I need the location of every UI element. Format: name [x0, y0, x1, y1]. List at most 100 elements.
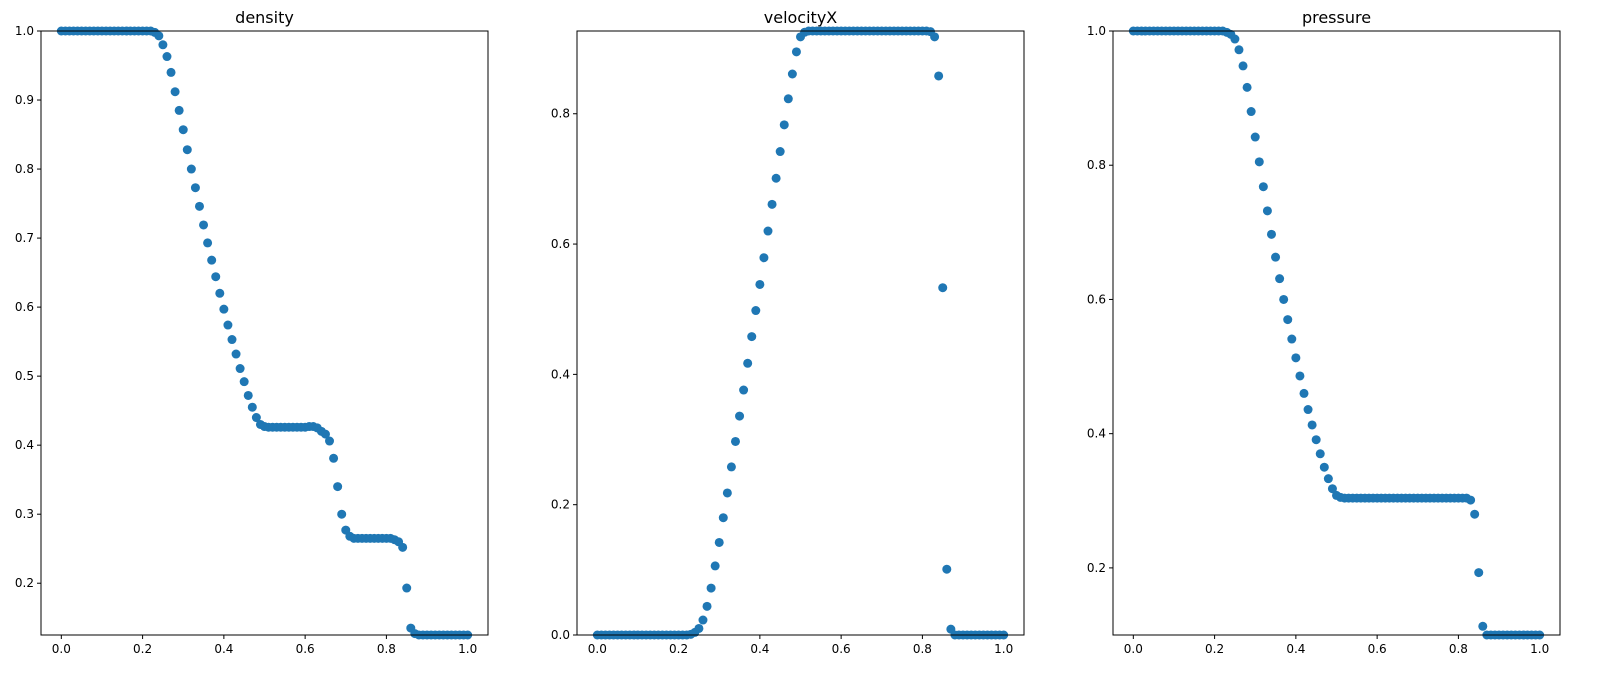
point	[243, 390, 253, 400]
point	[775, 147, 785, 157]
point	[154, 31, 164, 41]
point	[207, 255, 217, 265]
point	[227, 335, 237, 345]
y-tick-label: 0.6	[1087, 292, 1106, 306]
point	[215, 288, 225, 298]
y-tick-label: 0.8	[15, 162, 34, 176]
subplot: pressure 0.0 0.2 0.4 0.6 0.8 1.0 0.2 0.4 0.6 0.8 1.…	[1087, 8, 1561, 656]
point	[170, 87, 180, 97]
point	[325, 436, 335, 446]
point	[1275, 274, 1285, 284]
point	[158, 40, 168, 50]
y-tick-label: 0.6	[551, 237, 570, 251]
x-tick-label: 0.2	[133, 642, 152, 656]
y-tick-label: 0.8	[551, 107, 570, 121]
point	[247, 402, 257, 412]
point	[1470, 509, 1480, 519]
point	[402, 583, 412, 593]
point	[1279, 294, 1289, 304]
point	[211, 272, 221, 282]
point	[1319, 462, 1329, 472]
point	[1466, 495, 1476, 505]
point	[398, 542, 408, 552]
point	[1315, 449, 1325, 459]
point	[1474, 568, 1484, 578]
y-tick-label: 0.2	[551, 498, 570, 512]
subplot: velocityX 0.0 0.2 0.4 0.6 0.8 1.0 0.0 0.2 0.4 0.6 0…	[551, 8, 1025, 656]
point	[698, 615, 708, 625]
point	[199, 220, 209, 230]
x-tick-label: 0.4	[1286, 642, 1305, 656]
point	[162, 52, 172, 62]
y-tick-label: 0.3	[15, 507, 34, 521]
point	[1287, 334, 1297, 344]
axes-frame	[40, 30, 489, 636]
point	[1478, 621, 1488, 631]
point	[182, 145, 192, 155]
point	[1311, 435, 1321, 445]
point	[1258, 182, 1268, 192]
point	[320, 429, 330, 439]
point	[783, 94, 793, 104]
point	[743, 358, 753, 368]
point	[702, 601, 712, 611]
point	[190, 183, 200, 193]
point	[1250, 132, 1260, 142]
chart-title: pressure	[1302, 8, 1371, 27]
x-tick-label: 0.6	[296, 642, 315, 656]
x-tick-label: 0.8	[913, 642, 932, 656]
axes-frame	[576, 30, 1025, 636]
y-tick-label: 0.4	[15, 438, 34, 452]
point	[1234, 45, 1244, 55]
point	[694, 623, 704, 633]
point	[1299, 388, 1309, 398]
x-tick-label: 1.0	[994, 642, 1013, 656]
y-tick-label: 0.7	[15, 231, 34, 245]
x-tick-label: 0.2	[1205, 642, 1224, 656]
y-tick-label: 0.4	[551, 367, 570, 381]
point	[1246, 107, 1256, 117]
point	[747, 332, 757, 342]
point	[337, 509, 347, 519]
point	[718, 513, 728, 523]
point	[1242, 82, 1252, 92]
x-tick-label: 0.0	[588, 642, 607, 656]
point	[1295, 371, 1305, 381]
x-tick-label: 1.0	[1530, 642, 1549, 656]
point	[1266, 229, 1276, 239]
point	[1262, 206, 1272, 216]
point	[763, 226, 773, 236]
point	[1303, 405, 1313, 415]
point	[730, 436, 740, 446]
y-tick-label: 0.5	[15, 369, 34, 383]
point	[223, 320, 233, 330]
point	[735, 411, 745, 421]
point	[710, 561, 720, 571]
point	[186, 164, 196, 174]
x-tick-label: 0.0	[1124, 642, 1143, 656]
point	[174, 105, 184, 115]
x-tick-label: 0.6	[832, 642, 851, 656]
point	[194, 201, 204, 211]
point	[706, 583, 716, 593]
point	[178, 125, 188, 135]
point	[329, 453, 339, 463]
point	[203, 238, 213, 248]
y-tick-label: 0.2	[15, 576, 34, 590]
chart-title: velocityX	[764, 8, 838, 27]
axes-frame	[1112, 30, 1561, 636]
point	[235, 364, 245, 374]
x-tick-label: 0.0	[52, 642, 71, 656]
point	[251, 413, 261, 423]
x-tick-label: 0.8	[1449, 642, 1468, 656]
point	[1323, 474, 1333, 484]
y-tick-label: 0.0	[551, 628, 570, 642]
point	[1291, 353, 1301, 363]
y-tick-label: 1.0	[1087, 24, 1106, 38]
point	[751, 306, 761, 316]
point	[767, 199, 777, 209]
point	[759, 253, 769, 263]
point	[239, 377, 249, 387]
point	[1238, 61, 1248, 71]
